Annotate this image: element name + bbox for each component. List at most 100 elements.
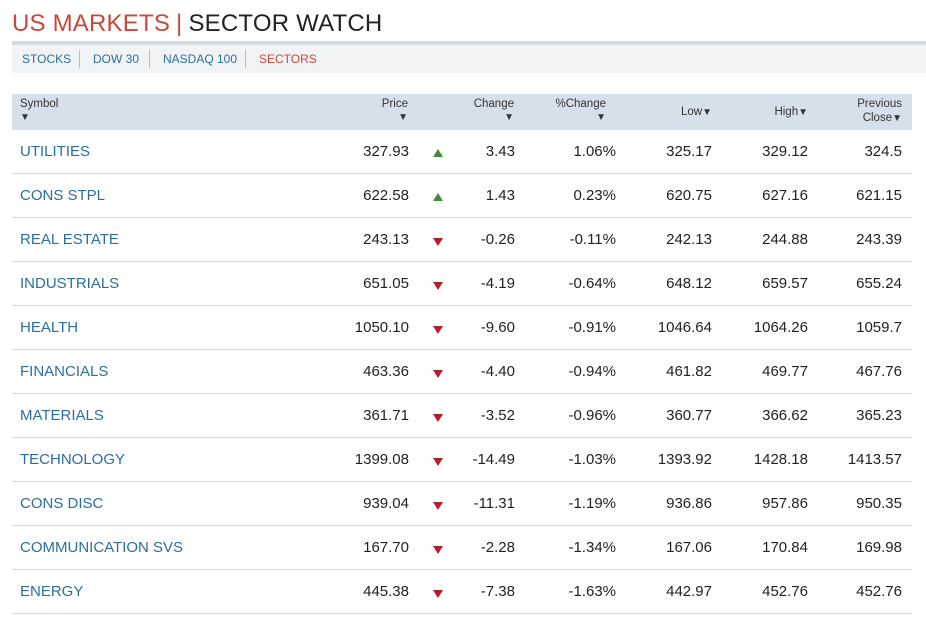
down-arrow-icon: [432, 279, 444, 291]
sector-symbol-link[interactable]: INDUSTRIALS: [20, 275, 120, 292]
sort-arrow-icon: ▼: [798, 107, 808, 118]
table-row[interactable]: HEALTH 1050.10 -9.60 -0.91% 1046.64 1064.26 10…: [12, 306, 912, 350]
high-cell: 1428.18: [753, 451, 808, 468]
down-arrow-icon: [432, 323, 444, 335]
table-row[interactable]: MATERIALS 361.71 -3.52 -0.96% 360.77 366.62 36…: [12, 394, 912, 438]
low-cell: 936.86: [666, 495, 712, 512]
table-row[interactable]: COMMUNICATION SVS 167.70 -2.28 -1.34% 167.06…: [12, 526, 912, 570]
down-arrow-icon: [432, 455, 444, 467]
previous-close-cell: 655.24: [856, 275, 902, 292]
price-cell: 1399.08: [354, 451, 409, 468]
table-row[interactable]: FINANCIALS 463.36 -4.40 -0.94% 461.82 469.77 4…: [12, 350, 912, 394]
sector-symbol-link[interactable]: UTILITIES: [20, 143, 91, 160]
high-cell: 170.84: [762, 539, 808, 556]
price-cell: 445.38: [363, 583, 409, 600]
table-row[interactable]: UTILITIES 327.93 3.43 1.06% 325.17 329.12 324.…: [12, 130, 912, 174]
table-row[interactable]: TECHNOLOGY 1399.08 -14.49 -1.03% 1393.92 1428…: [12, 438, 912, 482]
sector-symbol-link[interactable]: REAL ESTATE: [20, 231, 119, 248]
tab-nasdaq-100[interactable]: NASDAQ 100: [163, 52, 238, 66]
change-cell: -9.60: [480, 319, 515, 336]
low-cell: 167.06: [666, 539, 712, 556]
column-header-change[interactable]: Change ▼: [474, 97, 514, 125]
column-header-pct-change[interactable]: %Change ▼: [555, 97, 606, 125]
sort-arrow-icon: ▼: [20, 112, 30, 123]
sector-symbol-link[interactable]: ENERGY: [20, 583, 84, 600]
change-cell: 3.43: [485, 143, 515, 160]
high-cell: 329.12: [762, 143, 808, 160]
column-header-price[interactable]: Price ▼: [382, 97, 408, 125]
table-row[interactable]: CONS DISC 939.04 -11.31 -1.19% 936.86 957.86 9…: [12, 482, 912, 526]
price-cell: 651.05: [363, 275, 409, 292]
tab-divider: [79, 50, 80, 68]
column-label-change: Change: [473, 98, 514, 110]
table-row[interactable]: REAL ESTATE 243.13 -0.26 -0.11% 242.13 244.88…: [12, 218, 912, 262]
price-cell: 327.93: [363, 143, 409, 160]
sector-symbol-link[interactable]: COMMUNICATION SVS: [20, 539, 184, 556]
previous-close-cell: 243.39: [856, 231, 902, 248]
price-cell: 1050.10: [354, 319, 409, 336]
pct-change-cell: -1.63%: [568, 583, 616, 600]
column-header-high[interactable]: High▼: [774, 105, 808, 120]
table-row[interactable]: CONS STPL 622.58 1.43 0.23% 620.75 627.16 621.…: [12, 174, 912, 218]
pct-change-cell: -1.03%: [568, 451, 616, 468]
pct-change-cell: -0.94%: [568, 363, 616, 380]
change-cell: -11.31: [473, 495, 515, 512]
price-cell: 361.71: [363, 407, 409, 424]
column-header-symbol[interactable]: Symbol ▼: [20, 97, 58, 125]
high-cell: 659.57: [762, 275, 808, 292]
page-title: US MARKETS | SECTOR WATCH: [12, 9, 382, 39]
low-cell: 360.77: [666, 407, 712, 424]
up-arrow-icon: [432, 191, 444, 203]
up-arrow-icon: [432, 147, 444, 159]
low-cell: 1393.92: [657, 451, 712, 468]
sector-symbol-link[interactable]: TECHNOLOGY: [20, 451, 126, 468]
market-tabs: STOCKS DOW 30 NASDAQ 100 SECTORS: [12, 41, 926, 73]
pct-change-cell: 0.23%: [573, 187, 616, 204]
table-row[interactable]: INDUSTRIALS 651.05 -4.19 -0.64% 648.12 659.57…: [12, 262, 912, 306]
previous-close-cell: 365.23: [856, 407, 902, 424]
high-cell: 244.88: [762, 231, 808, 248]
sector-symbol-link[interactable]: FINANCIALS: [20, 363, 109, 380]
sector-symbol-link[interactable]: MATERIALS: [20, 407, 104, 424]
low-cell: 648.12: [666, 275, 712, 292]
column-label-low: Low: [680, 106, 703, 118]
down-arrow-icon: [432, 543, 444, 555]
table-body: UTILITIES 327.93 3.43 1.06% 325.17 329.12 324.…: [12, 130, 912, 614]
low-cell: 442.97: [666, 583, 712, 600]
down-arrow-icon: [432, 587, 444, 599]
column-header-low[interactable]: Low▼: [681, 105, 712, 120]
low-cell: 620.75: [666, 187, 712, 204]
column-header-previous-close[interactable]: Previous Close▼: [857, 97, 902, 126]
table-header: Symbol ▼ Price ▼ Change ▼ %Change ▼ Low▼…: [12, 94, 912, 130]
previous-close-cell: 621.15: [856, 187, 902, 204]
column-label-symbol: Symbol: [20, 98, 59, 110]
table-row[interactable]: ENERGY 445.38 -7.38 -1.63% 442.97 452.76 452.7…: [12, 570, 912, 614]
pct-change-cell: 1.06%: [573, 143, 616, 160]
pct-change-cell: -1.19%: [568, 495, 616, 512]
tab-divider: [149, 50, 150, 68]
sector-table: Symbol ▼ Price ▼ Change ▼ %Change ▼ Low▼…: [12, 94, 912, 614]
pct-change-cell: -0.96%: [568, 407, 616, 424]
sector-symbol-link[interactable]: HEALTH: [20, 319, 79, 336]
previous-close-cell: 1413.57: [847, 451, 902, 468]
down-arrow-icon: [432, 235, 444, 247]
sort-arrow-icon: ▼: [596, 112, 606, 123]
sector-symbol-link[interactable]: CONS DISC: [20, 495, 104, 512]
change-cell: -3.52: [480, 407, 515, 424]
high-cell: 452.76: [762, 583, 808, 600]
high-cell: 957.86: [762, 495, 808, 512]
price-cell: 463.36: [363, 363, 409, 380]
tab-sectors[interactable]: SECTORS: [259, 52, 317, 66]
column-label-previous: Previous: [857, 98, 902, 110]
sort-arrow-icon: ▼: [504, 112, 514, 123]
tab-dow-30[interactable]: DOW 30: [93, 52, 140, 66]
down-arrow-icon: [432, 367, 444, 379]
change-cell: -7.38: [480, 583, 515, 600]
tab-stocks[interactable]: STOCKS: [22, 52, 72, 66]
down-arrow-icon: [432, 411, 444, 423]
column-label-price: Price: [381, 98, 408, 110]
column-label-pct-change: %Change: [555, 98, 606, 110]
change-cell: 1.43: [485, 187, 515, 204]
previous-close-cell: 950.35: [856, 495, 902, 512]
sector-symbol-link[interactable]: CONS STPL: [20, 187, 106, 204]
